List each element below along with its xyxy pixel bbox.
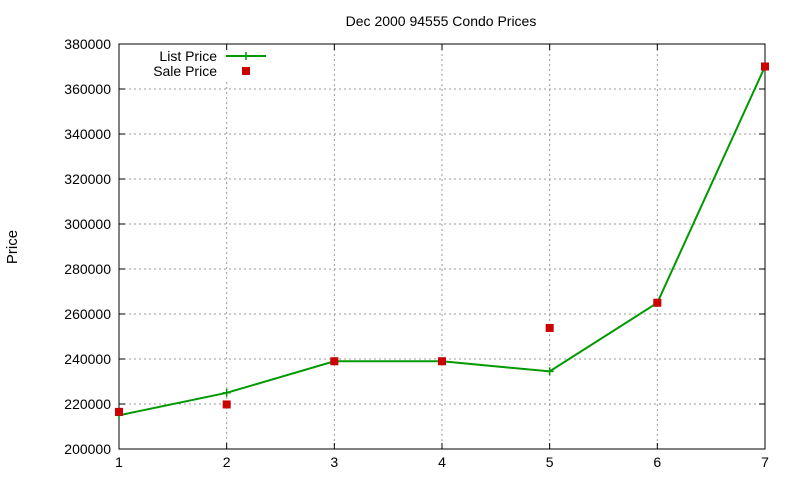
y-tick-label: 380000 (64, 36, 111, 52)
grid (119, 44, 765, 449)
y-tick-label: 220000 (64, 396, 111, 412)
data-point-sale-price (438, 357, 446, 366)
legend-swatch-marker (242, 52, 250, 60)
chart-title: Dec 2000 94555 Condo Prices (346, 13, 537, 29)
y-tick-label: 300000 (64, 216, 111, 232)
x-tick-label: 3 (330, 454, 338, 470)
y-tick-label: 280000 (64, 261, 111, 277)
legend-label: List Price (159, 48, 217, 64)
data-point-sale-price (653, 298, 662, 307)
data-point-list-price (222, 388, 231, 397)
x-tick-label: 7 (761, 454, 769, 470)
data-point-sale-price (545, 323, 554, 332)
x-tick-label: 4 (438, 454, 446, 470)
data-point-sale-price (115, 407, 123, 416)
y-tick-label: 340000 (64, 126, 111, 142)
data-point-sale-price (761, 62, 769, 71)
y-axis-label: Price (4, 230, 21, 264)
y-tick-label: 360000 (64, 81, 111, 97)
x-tick-label: 6 (653, 454, 661, 470)
legend-swatch-marker (242, 67, 250, 75)
data-point-sale-price (330, 357, 339, 366)
series-layer (115, 62, 769, 420)
y-tick-label: 320000 (64, 171, 111, 187)
y-tick-label: 200000 (64, 441, 111, 457)
axis-ticks: 200000 220000 240000 260000 280000 300000 3200… (64, 36, 769, 470)
x-tick-label: 2 (223, 454, 231, 470)
data-point-sale-price (222, 400, 231, 409)
y-tick-label: 240000 (64, 351, 111, 367)
x-tick-label: 5 (546, 454, 554, 470)
x-tick-label: 1 (115, 454, 123, 470)
data-point-list-price (545, 367, 554, 376)
legend-label: Sale Price (153, 63, 217, 79)
y-tick-label: 260000 (64, 306, 111, 322)
